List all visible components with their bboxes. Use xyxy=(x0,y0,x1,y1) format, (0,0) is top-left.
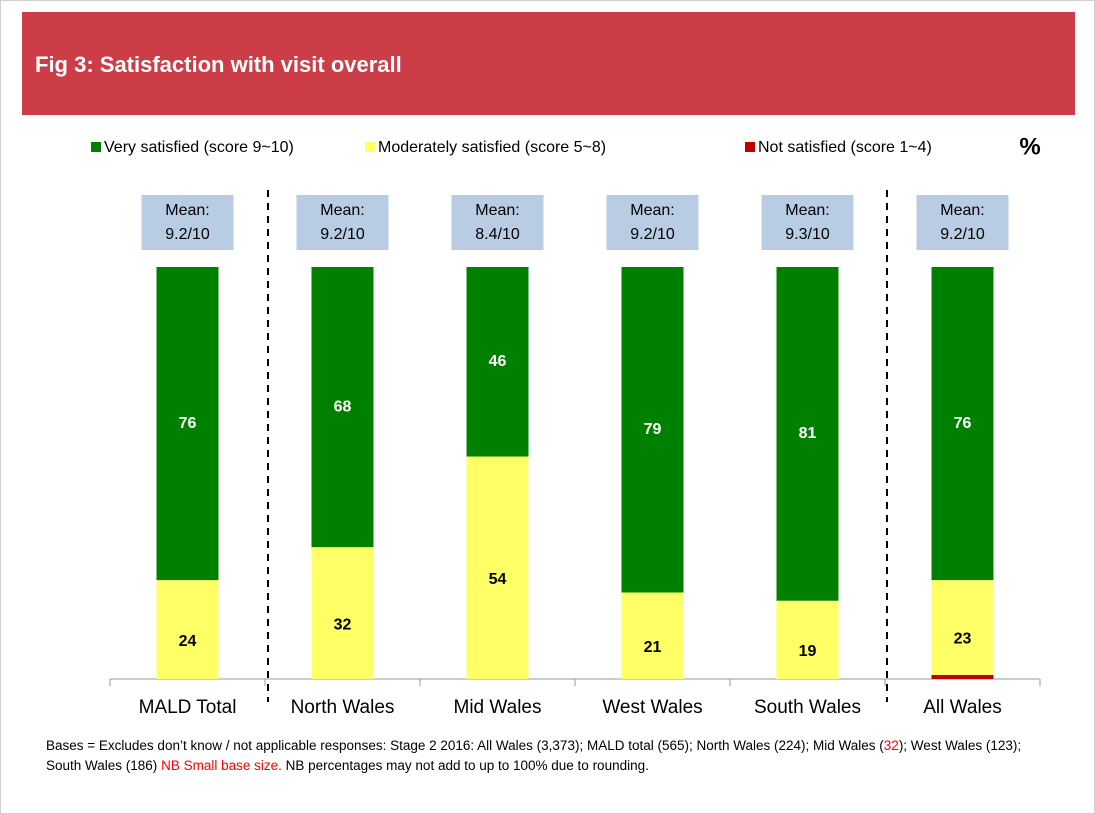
data-label: 46 xyxy=(489,353,507,370)
mean-box xyxy=(916,195,1009,250)
mean-label: 9.2/10 xyxy=(940,226,985,243)
legend-swatch xyxy=(365,142,375,152)
legend-label: Moderately satisfied (score 5~8) xyxy=(378,139,606,156)
bar-segment xyxy=(156,267,219,581)
mean-label: 9.3/10 xyxy=(785,226,830,243)
footnote-text: ); West Wales (123); South Wales (186) xyxy=(46,738,1022,773)
mean-label: Mean: xyxy=(630,202,674,219)
mean-box xyxy=(761,195,854,250)
footnote-text: Bases = Excludes don’t know / not applic… xyxy=(46,738,884,753)
x-tick-label: MALD Total xyxy=(139,697,237,718)
data-label: 19 xyxy=(799,643,817,660)
mean-label: Mean: xyxy=(475,202,519,219)
mean-label: Mean: xyxy=(785,202,829,219)
legend-swatch xyxy=(91,142,101,152)
x-tick-label: Mid Wales xyxy=(454,697,542,718)
header-bar xyxy=(22,12,1075,115)
x-tick-label: North Wales xyxy=(291,697,395,718)
mean-label: Mean: xyxy=(320,202,364,219)
x-tick-label: All Wales xyxy=(923,697,1001,718)
mean-label: 8.4/10 xyxy=(475,226,520,243)
bar-segment xyxy=(621,267,684,593)
bar-segment xyxy=(931,674,994,679)
mean-box xyxy=(451,195,544,250)
bar-segment xyxy=(621,592,684,679)
legend-swatch xyxy=(745,142,755,152)
data-label: 79 xyxy=(644,421,662,438)
mean-box xyxy=(296,195,389,250)
data-label: 23 xyxy=(954,631,972,648)
data-label: 21 xyxy=(644,639,662,656)
mean-label: 9.2/10 xyxy=(320,226,365,243)
data-label: 24 xyxy=(179,633,197,650)
footnote: Bases = Excludes don’t know / not applic… xyxy=(46,736,1056,776)
x-tick-label: South Wales xyxy=(754,697,861,718)
data-label: 68 xyxy=(334,398,352,415)
bar-segment xyxy=(931,267,994,581)
bar-segment xyxy=(466,456,529,679)
bar-segment xyxy=(776,267,839,601)
footnote-text: NB percentages may not add to up to 100%… xyxy=(281,758,649,773)
bar-segment xyxy=(311,547,374,679)
unit-label: % xyxy=(1019,133,1040,160)
chart-title: Fig 3: Satisfaction with visit overall xyxy=(35,52,402,77)
legend-label: Very satisfied (score 9~10) xyxy=(104,139,294,156)
mean-label: 9.2/10 xyxy=(165,226,210,243)
mean-label: Mean: xyxy=(165,202,209,219)
mean-label: Mean: xyxy=(940,202,984,219)
data-label: 81 xyxy=(799,425,817,442)
footnote-text: 32 xyxy=(883,738,899,753)
data-label: 32 xyxy=(334,616,352,633)
footnote-text: NB Small base size. xyxy=(161,758,282,773)
data-label: 76 xyxy=(179,415,197,432)
x-tick-label: West Wales xyxy=(602,697,702,718)
bar-segment xyxy=(156,580,219,679)
mean-label: 9.2/10 xyxy=(630,226,675,243)
bar-segment xyxy=(776,600,839,679)
legend-label: Not satisfied (score 1~4) xyxy=(758,139,932,156)
bar-segment xyxy=(931,580,994,675)
mean-box xyxy=(606,195,699,250)
data-label: 76 xyxy=(954,415,972,432)
mean-box xyxy=(141,195,234,250)
data-label: 54 xyxy=(489,571,507,588)
bar-segment xyxy=(311,267,374,548)
bar-segment xyxy=(466,267,529,457)
